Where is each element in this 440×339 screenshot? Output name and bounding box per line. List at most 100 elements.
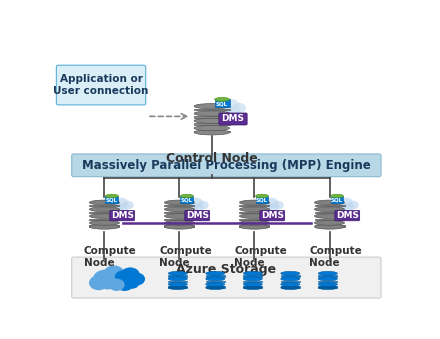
- Bar: [206, 275, 225, 277]
- Ellipse shape: [194, 104, 230, 109]
- Ellipse shape: [194, 111, 230, 116]
- Ellipse shape: [318, 272, 337, 275]
- Ellipse shape: [89, 200, 119, 205]
- Text: DMS: DMS: [221, 115, 245, 123]
- Ellipse shape: [165, 200, 194, 205]
- Bar: [239, 212, 269, 213]
- Text: Compute
Node: Compute Node: [234, 245, 287, 268]
- Circle shape: [121, 267, 140, 282]
- Ellipse shape: [243, 272, 262, 275]
- Ellipse shape: [330, 194, 344, 198]
- Bar: [206, 281, 225, 282]
- Circle shape: [344, 203, 354, 211]
- Bar: [281, 275, 300, 277]
- Circle shape: [217, 102, 231, 113]
- Text: DMS: DMS: [261, 211, 284, 220]
- Circle shape: [115, 271, 131, 283]
- Ellipse shape: [168, 285, 187, 290]
- Circle shape: [194, 203, 204, 211]
- Circle shape: [339, 203, 348, 210]
- Bar: [168, 286, 187, 287]
- Text: SQL: SQL: [216, 102, 228, 106]
- Circle shape: [123, 201, 134, 210]
- Circle shape: [128, 273, 145, 285]
- Bar: [194, 131, 230, 132]
- Bar: [318, 286, 337, 287]
- Circle shape: [189, 203, 198, 210]
- Ellipse shape: [315, 220, 345, 225]
- Ellipse shape: [206, 272, 225, 275]
- FancyBboxPatch shape: [185, 210, 209, 221]
- FancyBboxPatch shape: [72, 154, 381, 177]
- Ellipse shape: [215, 97, 230, 101]
- Circle shape: [265, 198, 278, 207]
- Ellipse shape: [180, 194, 194, 198]
- Circle shape: [223, 106, 234, 114]
- Ellipse shape: [168, 282, 187, 286]
- Ellipse shape: [165, 214, 194, 219]
- Ellipse shape: [318, 282, 337, 286]
- Circle shape: [100, 279, 114, 290]
- Ellipse shape: [89, 207, 119, 212]
- Circle shape: [269, 203, 279, 211]
- Circle shape: [228, 105, 240, 115]
- Ellipse shape: [239, 224, 269, 229]
- Text: Compute
Node: Compute Node: [159, 245, 212, 268]
- Text: SQL: SQL: [106, 198, 118, 203]
- Bar: [206, 286, 225, 287]
- FancyBboxPatch shape: [219, 113, 247, 125]
- Bar: [194, 123, 230, 125]
- FancyBboxPatch shape: [335, 210, 359, 221]
- Bar: [330, 196, 344, 203]
- Bar: [256, 196, 268, 203]
- Bar: [89, 219, 119, 220]
- Ellipse shape: [243, 285, 262, 290]
- Text: Massively Parallel Processing (MPP) Engine: Massively Parallel Processing (MPP) Engi…: [82, 159, 371, 172]
- Text: Control Node: Control Node: [166, 152, 258, 165]
- Text: Compute
Node: Compute Node: [84, 245, 137, 268]
- Text: DMS: DMS: [186, 211, 209, 220]
- Text: Application or
User connection: Application or User connection: [53, 74, 149, 96]
- Circle shape: [93, 270, 117, 288]
- Bar: [194, 116, 230, 118]
- FancyBboxPatch shape: [110, 210, 135, 221]
- Ellipse shape: [106, 194, 118, 198]
- Ellipse shape: [239, 207, 269, 212]
- Circle shape: [116, 277, 134, 291]
- Circle shape: [259, 200, 271, 210]
- Bar: [215, 99, 230, 107]
- Ellipse shape: [194, 118, 230, 123]
- Ellipse shape: [168, 272, 187, 275]
- Text: SQL: SQL: [181, 198, 193, 203]
- Bar: [243, 286, 262, 287]
- Text: SQL: SQL: [331, 198, 343, 203]
- Ellipse shape: [194, 130, 230, 135]
- Ellipse shape: [281, 285, 300, 290]
- Circle shape: [334, 200, 346, 210]
- Ellipse shape: [89, 214, 119, 219]
- Circle shape: [198, 201, 209, 210]
- Ellipse shape: [281, 272, 300, 275]
- Bar: [243, 281, 262, 282]
- Bar: [165, 219, 194, 220]
- FancyBboxPatch shape: [72, 257, 381, 298]
- Circle shape: [115, 198, 128, 207]
- Ellipse shape: [243, 277, 262, 281]
- FancyBboxPatch shape: [260, 210, 285, 221]
- Ellipse shape: [315, 224, 345, 229]
- Text: DMS: DMS: [336, 211, 359, 220]
- Text: Azure Storage: Azure Storage: [176, 263, 276, 276]
- Ellipse shape: [318, 277, 337, 281]
- Ellipse shape: [315, 207, 345, 212]
- Bar: [318, 275, 337, 277]
- Bar: [315, 219, 345, 220]
- Circle shape: [184, 200, 196, 210]
- Bar: [318, 281, 337, 282]
- Bar: [281, 281, 300, 282]
- Ellipse shape: [165, 207, 194, 212]
- Ellipse shape: [281, 277, 300, 281]
- Circle shape: [103, 265, 125, 281]
- Ellipse shape: [89, 220, 119, 225]
- Ellipse shape: [239, 200, 269, 205]
- Bar: [89, 212, 119, 213]
